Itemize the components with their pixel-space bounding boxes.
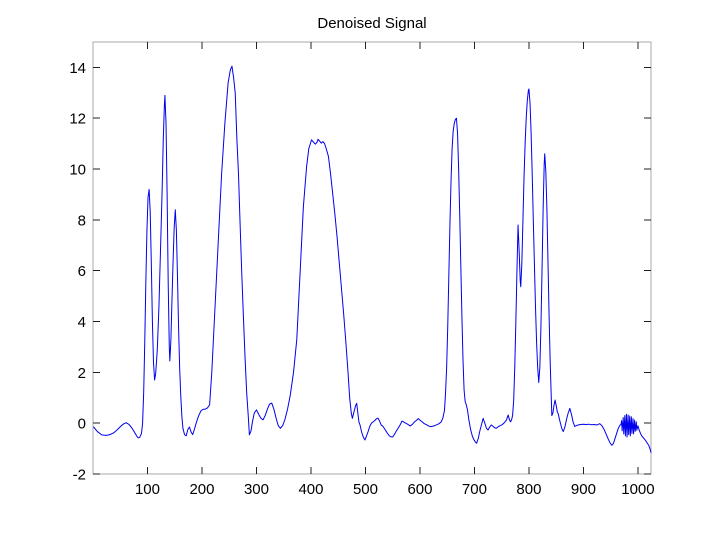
y-tick-label: -2 (73, 467, 86, 484)
x-tick-label: 900 (571, 481, 596, 498)
x-tick-label: 200 (189, 481, 214, 498)
axis-box (92, 41, 652, 475)
x-tick-label: 100 (135, 481, 160, 498)
y-tick-label: 12 (69, 111, 86, 128)
signal-line (93, 65, 652, 453)
x-tick-label: 300 (244, 481, 269, 498)
x-tick-label: 400 (298, 481, 323, 498)
y-tick-label: 10 (69, 162, 86, 179)
y-tick-label: 6 (78, 263, 86, 280)
y-tick-label: 8 (78, 212, 86, 229)
x-tick-label: 500 (353, 481, 378, 498)
x-tick-label: 800 (516, 481, 541, 498)
y-tick-label: 4 (78, 314, 86, 331)
plot-title: Denoised Signal (317, 15, 426, 32)
x-tick-label: 1000 (621, 481, 654, 498)
y-tick-label: 0 (78, 416, 86, 433)
y-tick-label: 2 (78, 365, 86, 382)
x-tick-label: 700 (462, 481, 487, 498)
y-tick-label: 14 (69, 60, 86, 77)
plot-area: 100 200 300 400 500 600 700 800 900 1000 -2 0 2 4 6 8 10… (69, 41, 655, 498)
x-tick-label: 600 (407, 481, 432, 498)
